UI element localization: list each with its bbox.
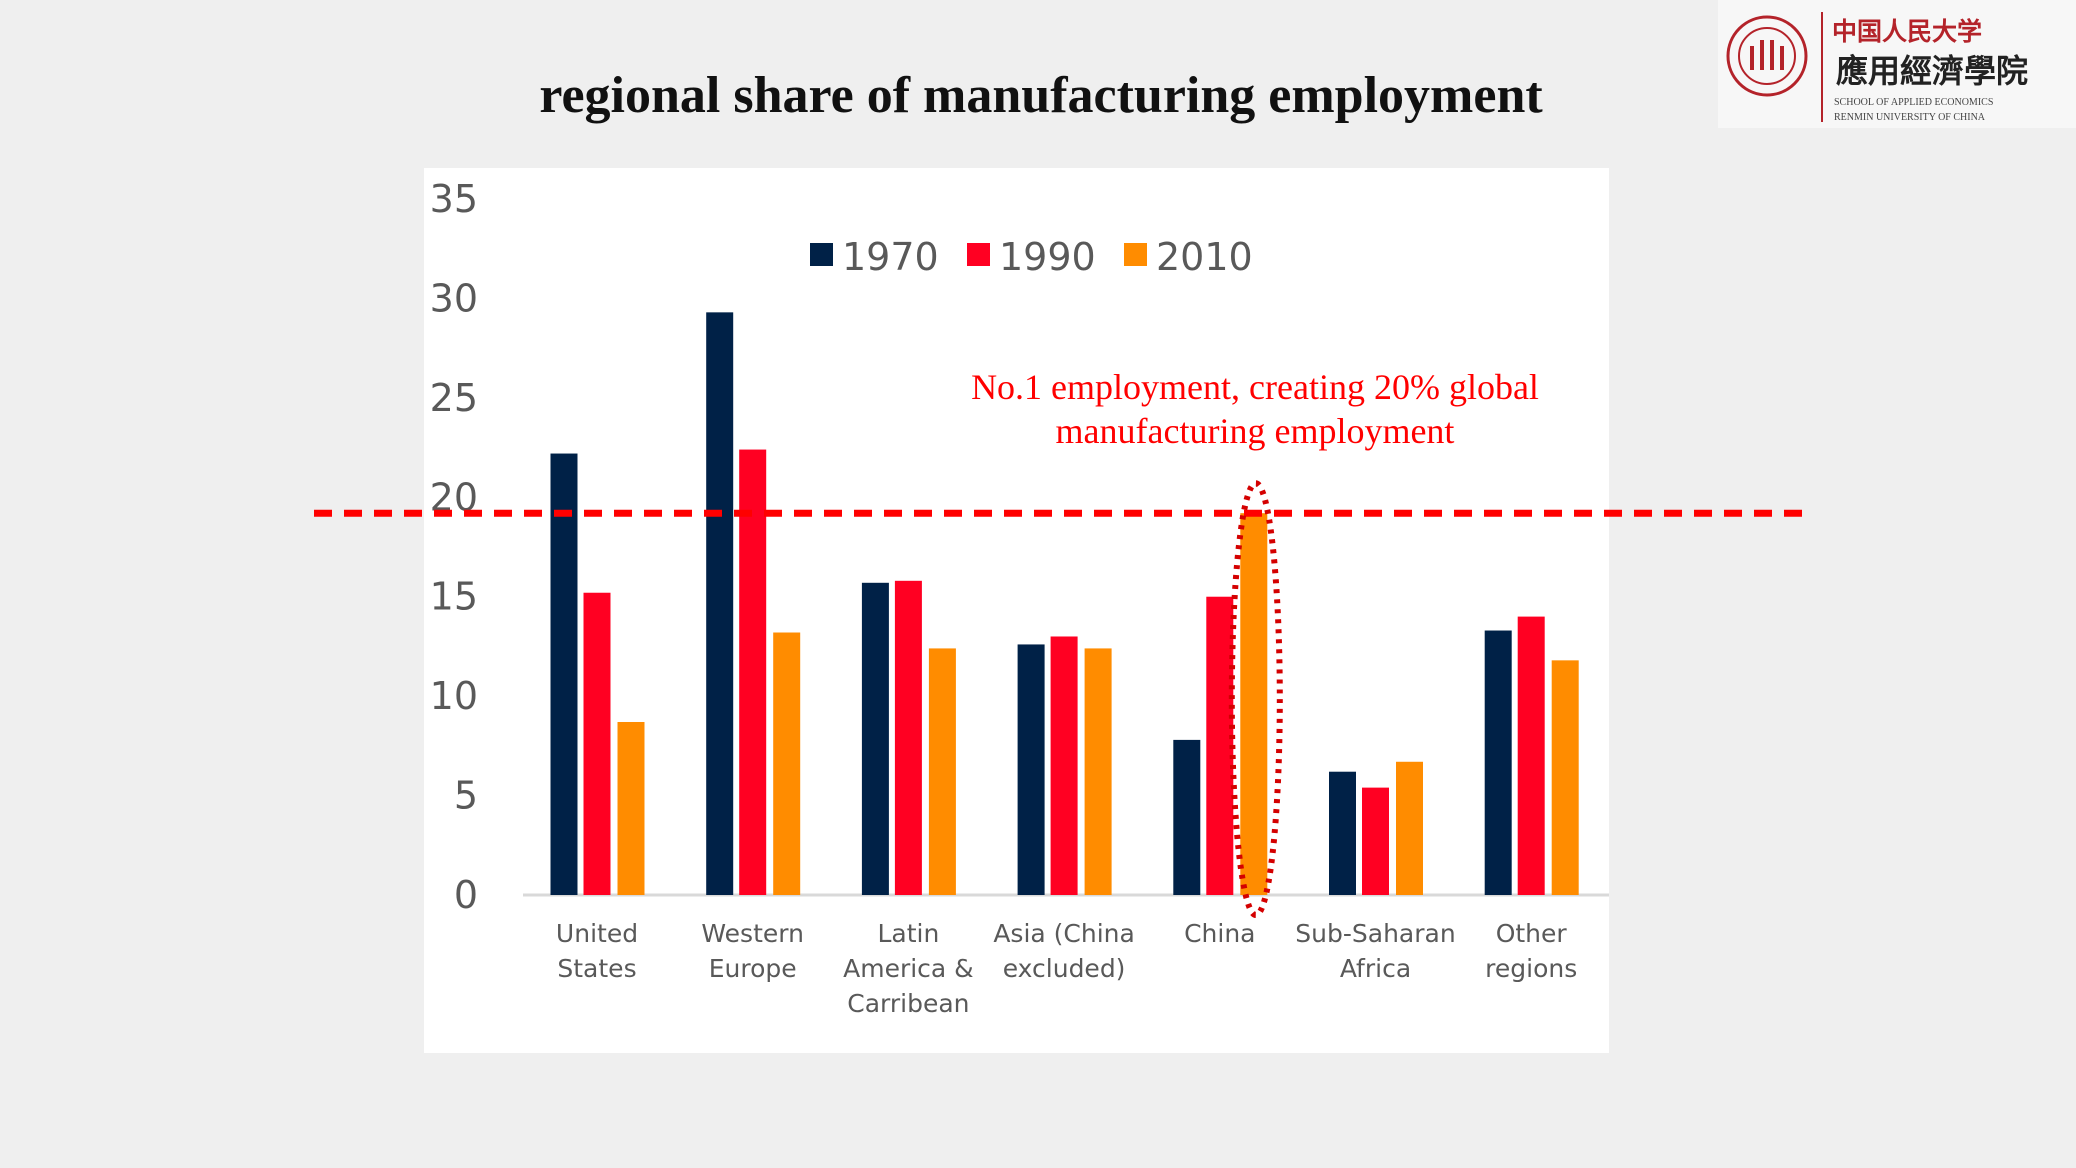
category-label: United: [556, 919, 638, 948]
y-tick-label: 25: [430, 376, 478, 420]
category-label: regions: [1485, 954, 1577, 983]
china-highlight-ellipse: [1228, 480, 1283, 919]
bars: [550, 312, 1579, 895]
bar-1970: [706, 312, 734, 895]
chart-panel: [424, 168, 1609, 1053]
legend-label: 1970: [842, 235, 939, 279]
bar-1990: [739, 449, 767, 895]
logo-en-line2: RENMIN UNIVERSITY OF CHINA: [1834, 112, 1986, 123]
university-seal-icon: [1726, 15, 1808, 97]
y-tick-label: 10: [430, 674, 478, 718]
logo-en-line1: SCHOOL OF APPLIED ECONOMICS: [1834, 97, 1993, 108]
y-tick-label: 0: [454, 873, 478, 917]
y-tick-label: 30: [430, 276, 478, 320]
annotation-line2: manufacturing employment: [1056, 411, 1455, 451]
bar-1990: [1050, 636, 1078, 895]
bar-1970: [550, 453, 578, 895]
category-label: Europe: [709, 954, 797, 983]
category-label: Western: [701, 919, 804, 948]
annotation-line1: No.1 employment, creating 20% global: [971, 367, 1539, 407]
category-label: Latin: [877, 919, 939, 948]
bar-2010: [773, 632, 801, 895]
category-label: Sub-Saharan: [1295, 919, 1455, 948]
bar-1970: [1329, 771, 1356, 895]
y-tick-label: 15: [430, 575, 478, 619]
category-label: China: [1184, 919, 1255, 948]
bar-2010: [928, 648, 956, 895]
legend-label: 1990: [999, 235, 1096, 279]
bar-2010: [617, 721, 645, 895]
category-label: Other: [1496, 919, 1568, 948]
bar-2010: [1084, 648, 1112, 895]
bar-1990: [894, 580, 922, 895]
y-tick-label: 5: [454, 774, 478, 818]
bar-1990: [1206, 596, 1234, 895]
slide-title: regional share of manufacturing employme…: [539, 67, 1543, 124]
category-label: excluded): [1003, 954, 1126, 983]
legend-swatch-1990: [967, 243, 990, 266]
bar-1970: [861, 582, 889, 895]
y-tick-label: 35: [430, 177, 478, 221]
legend: 1970 1990 2010: [810, 235, 1253, 279]
legend-swatch-1970: [810, 243, 833, 266]
category-label: States: [557, 954, 636, 983]
logo: 中国人民大学 應用經濟學院 SCHOOL OF APPLIED ECONOMIC…: [1718, 0, 2076, 128]
bar-1970: [1484, 630, 1512, 895]
category-label: Africa: [1340, 954, 1411, 983]
bar-1990: [583, 592, 611, 895]
x-axis-labels: United States Western Europe Latin America & C…: [556, 919, 1577, 1018]
bar-2010: [1396, 761, 1423, 895]
bar-1970: [1173, 739, 1201, 895]
legend-swatch-2010: [1124, 243, 1147, 266]
legend-label: 2010: [1156, 235, 1253, 279]
category-label: Carribean: [847, 989, 969, 1018]
bar-1970: [1017, 644, 1045, 895]
bar-2010: [1240, 513, 1268, 895]
bar-1990: [1362, 787, 1389, 895]
logo-cn-line1: 中国人民大学: [1832, 17, 1982, 46]
logo-cn-line2: 應用經濟學院: [1836, 52, 2028, 90]
category-label: Asia (China: [993, 919, 1135, 948]
bar-1990: [1517, 616, 1545, 895]
bar-2010: [1551, 660, 1579, 895]
category-label: America &: [843, 954, 974, 983]
